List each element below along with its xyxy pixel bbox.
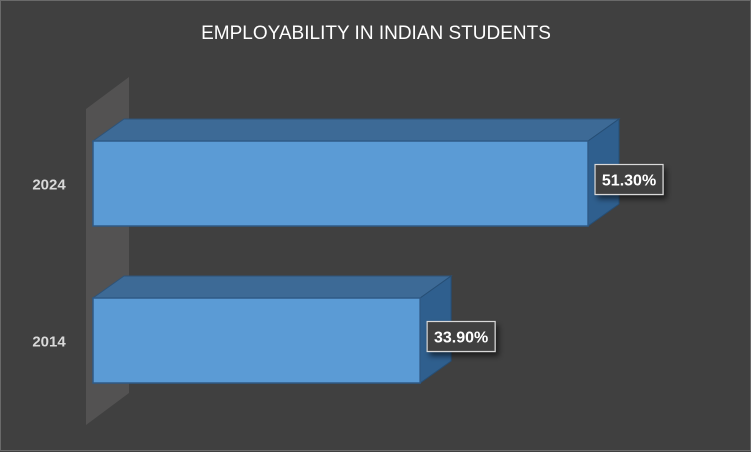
bars-layer: 2014 33.90% 2024 51.30% — [32, 118, 664, 384]
data-label-2014: 33.90% — [434, 330, 488, 347]
category-label-2014: 2014 — [32, 334, 66, 351]
data-label-box-2024 — [594, 163, 664, 196]
data-label-2024: 51.30% — [602, 173, 656, 190]
chart-title: EMPLOYABILITY IN INDIAN STUDENTS — [201, 23, 551, 44]
category-label-2024: 2024 — [32, 177, 66, 194]
data-label-box-2014 — [426, 320, 496, 353]
bar-2014 — [92, 297, 421, 384]
bar-top-face-2024 — [91, 118, 621, 142]
bar-2024 — [92, 140, 589, 227]
bar-top-face-2014 — [91, 275, 453, 299]
